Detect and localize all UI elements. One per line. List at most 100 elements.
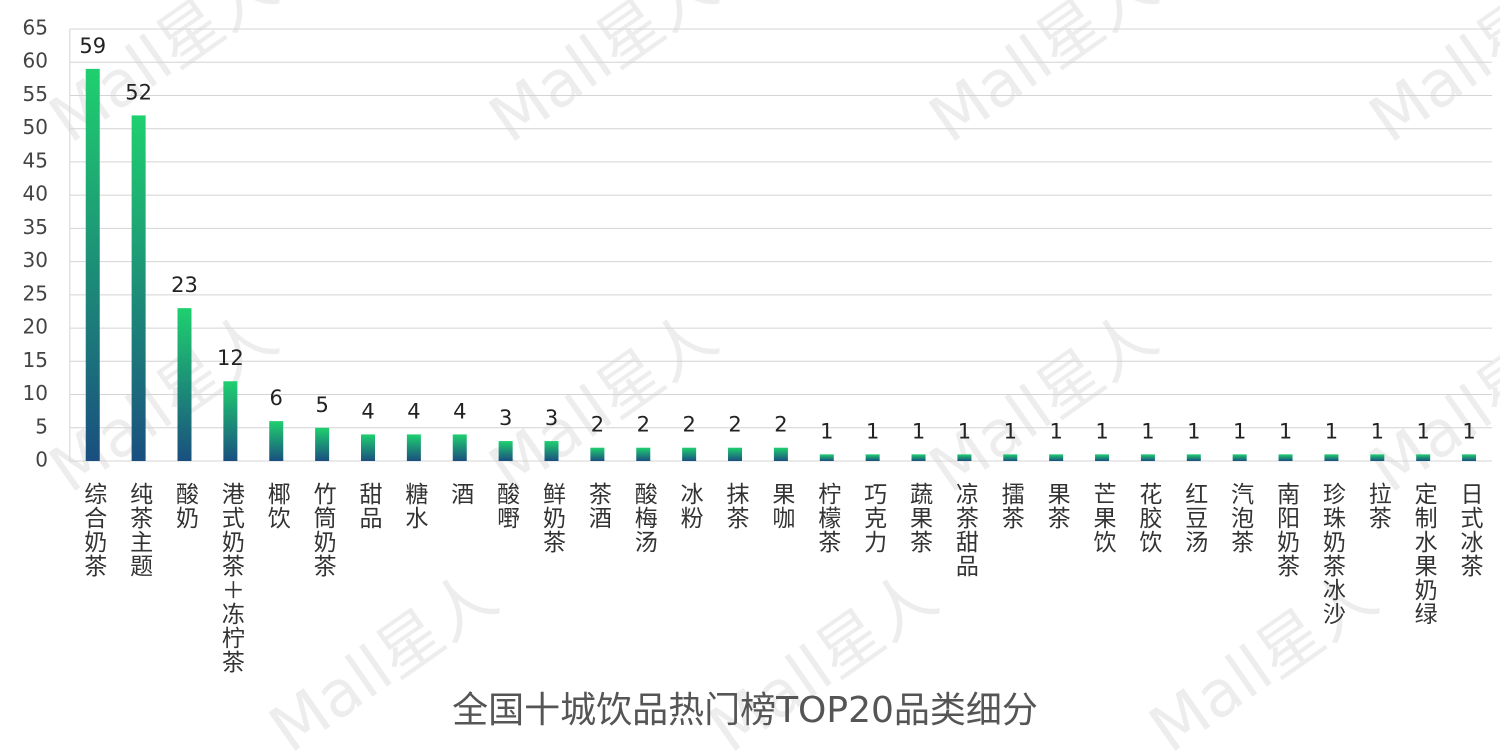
x-tick-label: 竹筒奶茶 — [309, 482, 337, 578]
data-label: 2 — [591, 413, 604, 437]
y-tick-label: 60 — [23, 49, 48, 73]
bar — [1095, 454, 1110, 461]
data-label: 1 — [1325, 419, 1338, 443]
x-tick-label: 酸梅汤 — [630, 482, 658, 554]
bar — [1370, 454, 1385, 461]
data-label: 23 — [171, 273, 198, 297]
x-tick-label: 抹茶 — [722, 482, 750, 530]
data-label: 1 — [958, 419, 971, 443]
bar — [1278, 454, 1293, 461]
x-tick-label: 甜品 — [355, 482, 383, 530]
bar — [269, 421, 284, 461]
bar — [636, 447, 651, 461]
data-label: 2 — [637, 413, 650, 437]
bar — [728, 447, 743, 461]
x-tick-label: 酒 — [447, 482, 475, 506]
watermark: Mall星人 — [1357, 299, 1500, 508]
y-tick-label: 0 — [35, 448, 48, 472]
bar — [1140, 454, 1155, 461]
x-tick-label: 擂茶 — [997, 482, 1025, 530]
data-label: 4 — [407, 399, 420, 423]
y-tick-label: 50 — [23, 115, 48, 139]
x-tick-label: 花胶饮 — [1135, 482, 1163, 554]
x-tick-label: 巧克力 — [860, 482, 888, 554]
bar — [1186, 454, 1201, 461]
x-tick-label: 蔬果茶 — [906, 482, 934, 554]
y-tick-label: 30 — [23, 248, 48, 272]
bar — [498, 441, 513, 461]
data-label: 5 — [315, 393, 328, 417]
y-tick-label: 65 — [23, 16, 48, 40]
bar — [1324, 454, 1339, 461]
x-tick-label: 定制水果奶绿 — [1410, 482, 1438, 626]
bar — [544, 441, 559, 461]
x-tick-label: 红豆汤 — [1181, 482, 1209, 554]
y-tick-label: 45 — [23, 148, 48, 172]
y-tick-label: 20 — [23, 315, 48, 339]
data-label: 59 — [79, 34, 106, 58]
data-label: 1 — [1004, 419, 1017, 443]
bar — [223, 381, 238, 461]
x-tick-label: 糖水 — [401, 482, 429, 530]
bar — [131, 115, 146, 462]
data-label: 3 — [499, 406, 512, 430]
y-tick-label: 10 — [23, 381, 48, 405]
bar — [177, 308, 192, 461]
bar — [1003, 454, 1018, 461]
x-tick-label: 芒果饮 — [1089, 482, 1117, 554]
x-tick-label: 果茶 — [1043, 482, 1071, 530]
bar — [361, 434, 376, 461]
data-label: 6 — [270, 386, 283, 410]
bar — [1462, 454, 1477, 461]
data-label: 2 — [728, 413, 741, 437]
y-tick-label: 55 — [23, 82, 48, 106]
bar — [773, 447, 788, 461]
data-label: 1 — [1233, 419, 1246, 443]
data-label: 1 — [1416, 419, 1429, 443]
x-tick-label: 椰饮 — [263, 482, 291, 530]
x-tick-label: 酸嘢 — [493, 482, 520, 530]
watermark: Mall星人 — [1137, 559, 1391, 754]
x-tick-label: 汽泡茶 — [1227, 482, 1255, 554]
y-tick-label: 35 — [23, 215, 48, 239]
watermark: Mall星人 — [37, 0, 291, 158]
x-tick-label: 酸奶 — [171, 482, 199, 530]
data-label: 1 — [1095, 419, 1108, 443]
x-tick-label: 凉茶甜品 — [951, 482, 979, 578]
x-tick-label: 果咖 — [768, 482, 796, 530]
bar — [406, 434, 421, 461]
data-label: 2 — [774, 413, 787, 437]
x-tick-label: 纯茶主题 — [126, 482, 154, 578]
bar — [865, 454, 880, 461]
bar — [590, 447, 605, 461]
watermark: Mall星人 — [477, 0, 731, 158]
data-label: 1 — [1141, 419, 1154, 443]
x-tick-label: 港式奶茶＋冻柠茶 — [217, 482, 245, 674]
watermark: Mall星人 — [37, 299, 291, 508]
bar — [1416, 454, 1431, 461]
bar — [1232, 454, 1247, 461]
x-tick-label: 鲜奶茶 — [539, 482, 567, 554]
data-label: 2 — [682, 413, 695, 437]
y-tick-label: 15 — [23, 348, 48, 372]
bar — [911, 454, 926, 461]
bar — [819, 454, 834, 461]
data-label: 1 — [1187, 419, 1200, 443]
data-label: 1 — [1049, 419, 1062, 443]
data-label: 4 — [361, 399, 374, 423]
data-label: 3 — [545, 406, 558, 430]
bar — [957, 454, 972, 461]
y-tick-label: 25 — [23, 281, 48, 305]
watermark: Mall星人 — [917, 299, 1171, 508]
watermark: Mall星人 — [1357, 0, 1500, 158]
chart-title: 全国十城饮品热门榜TOP20品类细分 — [452, 690, 1038, 731]
data-label: 4 — [453, 399, 466, 423]
x-tick-label: 南阳奶茶 — [1273, 482, 1301, 578]
data-label: 1 — [1371, 419, 1384, 443]
data-label: 1 — [1462, 419, 1475, 443]
x-tick-label: 珍珠奶茶冰沙 — [1318, 482, 1346, 626]
bar — [682, 447, 697, 461]
data-label: 1 — [1279, 419, 1292, 443]
x-tick-label: 茶酒 — [584, 482, 612, 530]
